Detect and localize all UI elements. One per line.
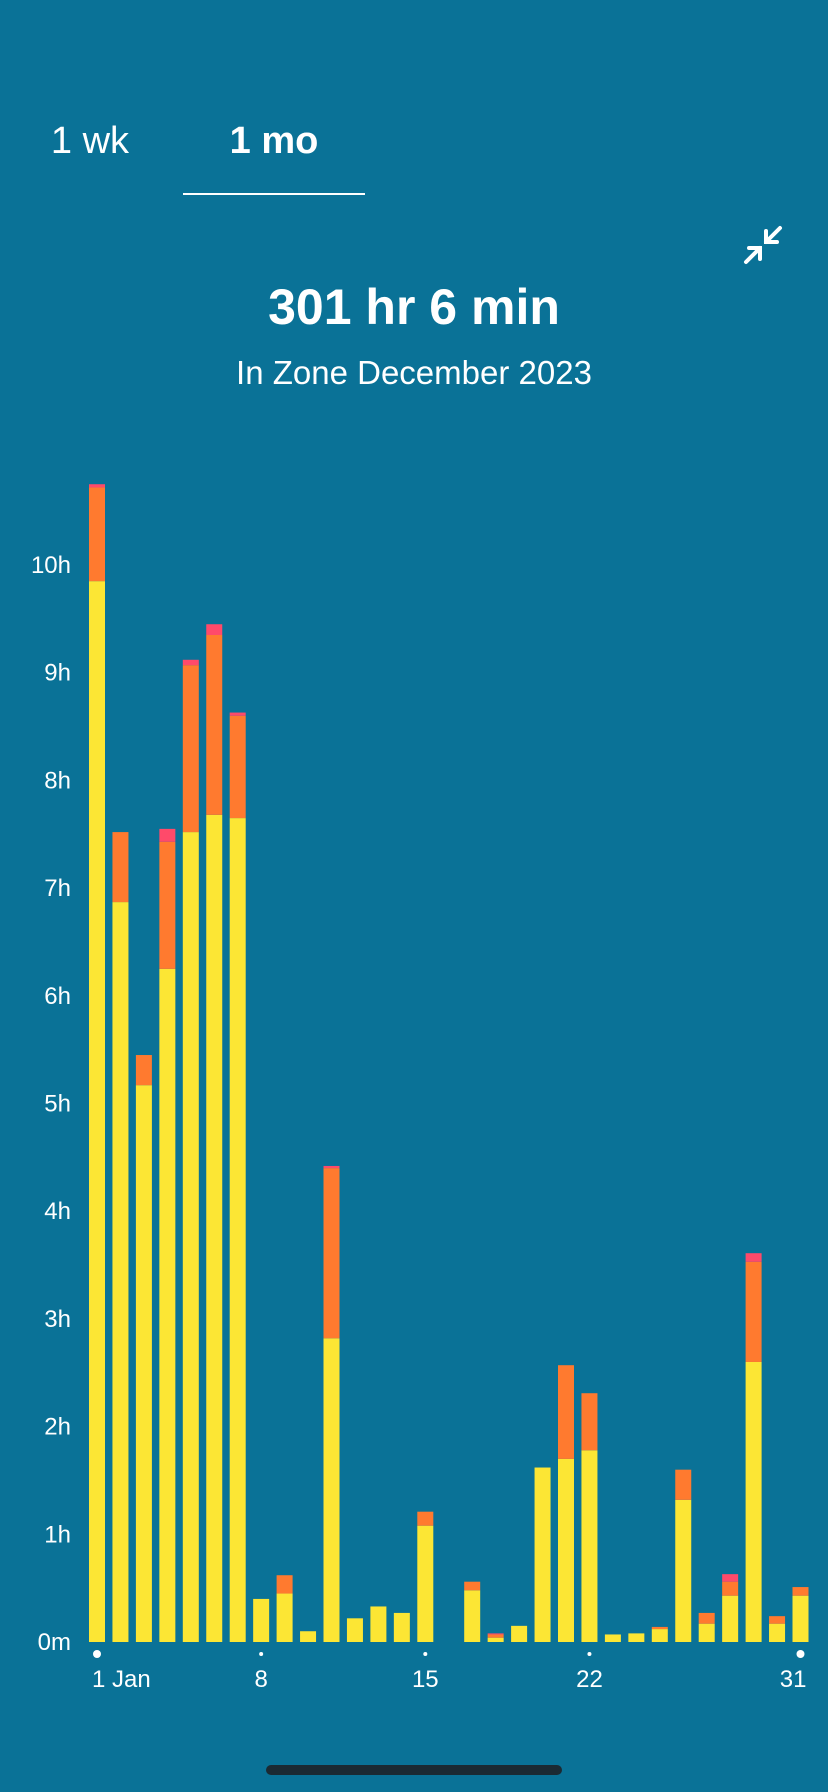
- bar-segment-day-27-series-0[interactable]: [698, 1623, 715, 1642]
- x-tick-label: 8: [254, 1666, 267, 1693]
- y-tick-label: 10h: [31, 552, 71, 579]
- bar-segment-day-13-series-0[interactable]: [370, 1606, 387, 1642]
- bar-segment-day-23-series-0[interactable]: [604, 1634, 621, 1642]
- bar-segment-day-18-series-0[interactable]: [487, 1637, 504, 1642]
- x-tick-label: 15: [412, 1666, 439, 1693]
- y-tick-label: 9h: [44, 660, 71, 687]
- x-tick-label: 22: [576, 1666, 603, 1693]
- bar-segment-day-11-series-0[interactable]: [323, 1338, 340, 1642]
- x-tick-dot: [587, 1652, 592, 1656]
- bar-segment-day-5-series-2[interactable]: [182, 659, 199, 666]
- y-tick-label: 4h: [44, 1198, 71, 1225]
- bar-segment-day-31-series-0[interactable]: [792, 1595, 809, 1642]
- tab-1-week[interactable]: 1 wk: [50, 120, 130, 162]
- bar-segment-day-28-series-2[interactable]: [722, 1574, 739, 1582]
- bar-segment-day-11-series-2[interactable]: [323, 1165, 340, 1169]
- bar-segment-day-28-series-0[interactable]: [722, 1595, 739, 1642]
- bar-segment-day-5-series-0[interactable]: [182, 832, 199, 1642]
- bar-segment-day-11-series-1[interactable]: [323, 1168, 340, 1339]
- y-tick-label: 1h: [44, 1521, 71, 1548]
- bar-segment-day-7-series-2[interactable]: [229, 712, 246, 716]
- bar-segment-day-2-series-1[interactable]: [112, 832, 129, 903]
- bar-segment-day-4-series-0[interactable]: [159, 968, 176, 1642]
- bar-segment-day-15-series-1[interactable]: [417, 1511, 434, 1526]
- y-tick-label: 7h: [44, 875, 71, 902]
- bar-segment-day-1-series-0[interactable]: [89, 581, 105, 1642]
- bar-segment-day-7-series-1[interactable]: [229, 715, 246, 819]
- y-tick-label: 3h: [44, 1306, 71, 1333]
- y-tick-label: 5h: [44, 1091, 71, 1118]
- bar-segment-day-3-series-1[interactable]: [135, 1055, 152, 1086]
- bar-segment-day-4-series-1[interactable]: [159, 841, 176, 969]
- y-tick-label: 2h: [44, 1414, 71, 1441]
- bar-segment-day-27-series-1[interactable]: [698, 1612, 715, 1624]
- bar-segment-day-28-series-1[interactable]: [722, 1581, 739, 1596]
- bar-segment-day-22-series-0[interactable]: [581, 1450, 598, 1642]
- bar-segment-day-31-series-1[interactable]: [792, 1587, 809, 1596]
- zone-minutes-chart: 0m 1h 2h 3h 4h 5h 6h 7h 8h 9h 10h 1 Jan 8 15 22 31: [31, 484, 809, 1693]
- bar-segment-day-25-series-0[interactable]: [651, 1629, 668, 1642]
- x-tick-label: 31: [780, 1666, 807, 1693]
- bar-segment-day-14-series-0[interactable]: [393, 1612, 410, 1642]
- bar-segment-day-18-series-2[interactable]: [487, 1633, 504, 1635]
- bar-segment-day-21-series-1[interactable]: [558, 1365, 574, 1459]
- bar-segment-day-21-series-0[interactable]: [558, 1458, 574, 1642]
- in-zone-caption: In Zone December 2023: [236, 354, 592, 391]
- x-tick-label: 1 Jan: [92, 1666, 151, 1693]
- bar-segment-day-2-series-0[interactable]: [112, 902, 129, 1642]
- bar-segment-day-10-series-0[interactable]: [300, 1631, 317, 1642]
- bar-segment-day-30-series-1[interactable]: [769, 1616, 786, 1624]
- bar-segment-day-17-series-1[interactable]: [464, 1581, 481, 1591]
- bar-segment-day-29-series-2[interactable]: [745, 1253, 762, 1262]
- range-tabs: 1 wk 1 mo: [0, 0, 828, 200]
- bar-segment-day-3-series-0[interactable]: [135, 1085, 152, 1642]
- bar-segment-day-5-series-1[interactable]: [182, 665, 199, 833]
- bar-segment-day-1-series-1[interactable]: [89, 487, 105, 582]
- bar-segment-day-29-series-1[interactable]: [745, 1261, 762, 1362]
- bar-segment-day-18-series-1[interactable]: [487, 1634, 504, 1638]
- bar-segment-day-19-series-0[interactable]: [511, 1625, 528, 1642]
- y-tick-label: 8h: [44, 767, 71, 794]
- bar-segment-day-26-series-0[interactable]: [675, 1499, 692, 1642]
- x-tick-dot: [796, 1650, 805, 1658]
- bar-segment-day-4-series-2[interactable]: [159, 828, 176, 842]
- bar-segment-day-6-series-0[interactable]: [206, 814, 223, 1642]
- collapse-button[interactable]: [740, 222, 786, 268]
- bar-segment-day-25-series-1[interactable]: [651, 1626, 668, 1630]
- bar-segment-day-26-series-1[interactable]: [675, 1469, 692, 1500]
- x-tick-dot: [93, 1650, 101, 1658]
- bar-segment-day-24-series-0[interactable]: [628, 1633, 645, 1642]
- collapse-arrows-icon: [744, 226, 782, 264]
- tab-1-month[interactable]: 1 mo: [229, 120, 319, 162]
- bar-segment-day-17-series-0[interactable]: [464, 1590, 481, 1642]
- bar-segment-day-6-series-2[interactable]: [206, 624, 223, 636]
- bar-segment-day-12-series-0[interactable]: [346, 1618, 363, 1642]
- bar-segment-day-7-series-0[interactable]: [229, 818, 246, 1642]
- bar-segment-day-20-series-0[interactable]: [534, 1467, 551, 1642]
- bar-segment-day-9-series-1[interactable]: [276, 1575, 293, 1594]
- bar-segment-day-1-series-2[interactable]: [89, 484, 105, 488]
- bar-segment-day-15-series-0[interactable]: [417, 1525, 434, 1642]
- bar-segment-day-30-series-0[interactable]: [769, 1623, 786, 1642]
- x-tick-dot: [259, 1652, 264, 1656]
- bar-segment-day-6-series-1[interactable]: [206, 635, 223, 815]
- home-indicator: [266, 1765, 562, 1775]
- bar-segment-day-29-series-0[interactable]: [745, 1361, 762, 1642]
- selected-tab-underline: [183, 193, 365, 195]
- bar-segment-day-22-series-1[interactable]: [581, 1393, 598, 1451]
- bar-segment-day-9-series-0[interactable]: [276, 1593, 293, 1642]
- x-tick-dot: [423, 1652, 428, 1656]
- y-tick-label: 6h: [44, 983, 71, 1010]
- y-tick-label: 0m: [38, 1629, 71, 1656]
- in-zone-total: 301 hr 6 min: [268, 279, 560, 335]
- bar-segment-day-8-series-0[interactable]: [253, 1598, 270, 1642]
